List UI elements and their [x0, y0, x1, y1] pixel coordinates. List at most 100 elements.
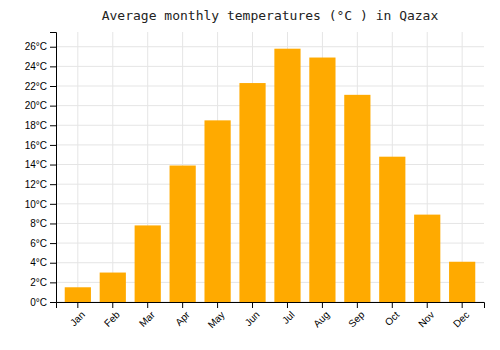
bar [449, 262, 475, 302]
y-tick-label: 20°C [25, 100, 47, 111]
x-tick-mark [147, 302, 148, 308]
x-tick: Oct [383, 302, 402, 328]
x-tick-label: Apr [173, 309, 192, 328]
grid-line-y [56, 144, 484, 145]
y-tick-label: 4°C [30, 257, 47, 268]
grid-line-x [77, 32, 78, 302]
x-tick-mark [392, 302, 393, 308]
y-tick: 14°C [25, 159, 56, 170]
x-tick-label: Mar [137, 309, 157, 329]
y-tick-mark [50, 243, 56, 244]
y-tick-label: 22°C [25, 81, 47, 92]
x-tick-label: Aug [311, 309, 331, 329]
y-axis: 0°C 2°C 4°C 6°C 8°C 10°C 12°C 14°C 16°C 18°C 20°C 2… [25, 33, 57, 308]
y-tick-mark [50, 204, 56, 205]
y-tick: 24°C [25, 61, 56, 72]
x-tick-label: Jan [68, 309, 87, 328]
grid-line-y [56, 203, 484, 204]
bar [344, 95, 370, 302]
y-tick: 18°C [25, 120, 56, 131]
y-tick-mark [50, 302, 56, 303]
grid-line-y [56, 125, 484, 126]
x-tick-label: Jun [243, 309, 262, 328]
x-tick-label: May [206, 309, 227, 330]
y-tick-mark [50, 86, 56, 87]
y-tick-mark [50, 165, 56, 166]
x-tick-mark [252, 302, 253, 308]
y-tick-label: 2°C [30, 277, 47, 288]
y-tick: 22°C [25, 81, 56, 92]
y-tick-label: 26°C [25, 41, 47, 52]
bars [65, 49, 476, 302]
x-tick: Aug [311, 302, 331, 329]
y-tick-mark [50, 184, 56, 185]
y-axis-line [50, 33, 57, 303]
bar [309, 58, 335, 302]
y-tick: 26°C [25, 41, 56, 52]
y-tick-label: 6°C [30, 238, 47, 249]
title: Average monthly temperatures (°C ) in Qa… [102, 8, 439, 23]
y-tick-mark [50, 47, 56, 48]
grid-line-x [462, 32, 463, 302]
grid-line-y [56, 66, 484, 67]
x-axis-line [57, 303, 485, 309]
x-tick-mark [182, 302, 183, 308]
bar [65, 287, 91, 302]
bar [100, 273, 126, 302]
y-tick-label: 24°C [25, 61, 47, 72]
bar [135, 225, 161, 302]
y-tick: 16°C [25, 140, 56, 151]
y-tick-mark [50, 66, 56, 67]
bar [274, 49, 300, 302]
grid-line-x [112, 32, 113, 302]
x-tick: Jan [68, 302, 87, 328]
y-tick: 0°C [30, 297, 56, 308]
bar [239, 83, 265, 302]
chart: 0°C 2°C 4°C 6°C 8°C 10°C 12°C 14°C 16°C 18°C 20°C 2… [0, 0, 500, 350]
y-tick-mark [50, 125, 56, 126]
x-tick-label: Dec [451, 309, 471, 329]
y-tick-label: 0°C [30, 297, 47, 308]
x-tick-mark [462, 302, 463, 308]
x-tick-label: Oct [383, 309, 402, 328]
y-tick: 4°C [30, 257, 56, 268]
grid [56, 32, 484, 302]
x-tick: May [206, 302, 227, 330]
x-tick: Jul [280, 302, 297, 326]
grid-line-y [56, 164, 484, 165]
x-tick: Dec [451, 302, 471, 329]
x-tick: Feb [102, 302, 122, 329]
y-tick: 10°C [25, 199, 56, 210]
y-tick-label: 10°C [25, 199, 47, 210]
x-tick-mark [427, 302, 428, 308]
x-tick-label: Jul [280, 309, 297, 326]
x-tick-mark [357, 302, 358, 308]
y-tick-label: 8°C [30, 218, 47, 229]
y-tick-mark [50, 282, 56, 283]
x-tick-mark [287, 302, 288, 308]
x-tick-label: Nov [416, 309, 436, 329]
x-tick: Nov [416, 302, 436, 329]
x-tick: Mar [137, 302, 157, 329]
bar [414, 215, 440, 302]
y-tick-mark [50, 263, 56, 264]
y-tick-label: 14°C [25, 159, 47, 170]
x-tick: Apr [173, 302, 192, 328]
bar [170, 166, 196, 302]
x-tick-mark [112, 302, 113, 308]
y-tick: 2°C [30, 277, 56, 288]
x-tick-mark [77, 302, 78, 308]
y-tick-label: 16°C [25, 140, 47, 151]
y-tick-label: 12°C [25, 179, 47, 190]
grid-line-y [56, 105, 484, 106]
y-tick-label: 18°C [25, 120, 47, 131]
y-tick: 8°C [30, 218, 56, 229]
x-tick-mark [217, 302, 218, 308]
y-tick: 20°C [25, 100, 56, 111]
x-tick-mark [322, 302, 323, 308]
x-tick-label: Feb [102, 309, 122, 329]
y-tick: 6°C [30, 238, 56, 249]
grid-line-y [56, 184, 484, 185]
bar [379, 157, 405, 302]
y-tick: 12°C [25, 179, 56, 190]
